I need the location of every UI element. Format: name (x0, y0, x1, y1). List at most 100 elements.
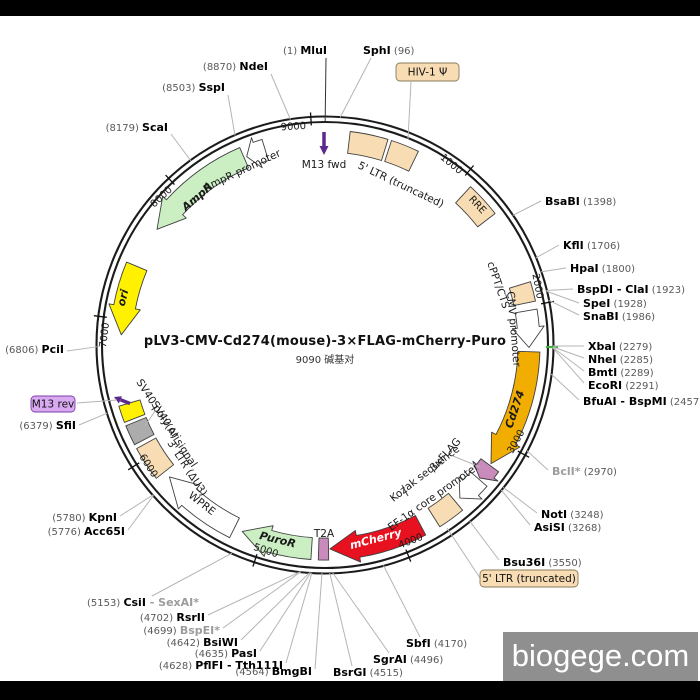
enzyme-leader-Bsu36I (469, 520, 500, 561)
feature-5ltr-mid (427, 492, 464, 528)
feature-3xflag (472, 458, 500, 482)
enzyme-label-SpeI: SpeI (1928) (583, 297, 647, 310)
enzyme-leader-KflI (535, 244, 560, 259)
enzyme-leader-EcoRI (552, 347, 585, 384)
enzyme-label-SfiI: (6379) SfiI (19, 419, 76, 432)
enzyme-leader-SnaBI (548, 299, 580, 316)
enzyme-leader-RsrII (207, 571, 301, 616)
tick-label-7000: 7000 (98, 322, 112, 349)
enzyme-label-XbaI: XbaI (2279) (588, 340, 652, 353)
feature-cppt-cts (508, 281, 536, 307)
enzyme-label-KpnI: (5780) KpnI (52, 511, 117, 524)
enzyme-leader-PciI (66, 346, 98, 352)
enzyme-leader-NheI (552, 346, 585, 359)
enzyme-leader-BclI (526, 450, 549, 471)
enzyme-leader-SgrAI (332, 572, 390, 654)
enzyme-label-Bsu36I: Bsu36I (3550) (503, 556, 582, 569)
enzyme-label-BmtI: BmtI (2289) (588, 366, 654, 379)
enzyme-label-SnaBI: SnaBI (1986) (583, 310, 655, 323)
tick-9000 (309, 112, 312, 126)
feature-ampr (156, 147, 249, 230)
5ltr-truncated-label: 5' LTR (truncated) (482, 573, 576, 585)
kozak-tick (401, 484, 409, 497)
feature-label-sv40-ori: SV40 ori (148, 399, 182, 443)
feature-wpre (168, 476, 240, 539)
enzyme-leader-BspEI (222, 571, 302, 629)
enzyme-label-PasI: (4635) PasI (195, 647, 257, 660)
tick-3000 (517, 450, 530, 458)
enzyme-label-BclI: BclI* (2970) (552, 465, 617, 478)
feature-rre (455, 186, 496, 228)
feature-label-m13-fwd: M13 fwd (302, 159, 347, 171)
enzyme-label-NheI: NheI (2285) (588, 353, 653, 366)
enzyme-label-KflI: KflI (1706) (563, 239, 620, 252)
enzyme-label-CsiI: (5153) CsiI - SexAI* (87, 596, 199, 609)
enzyme-label-BspDIClaI: BspDI - ClaI (1923) (577, 283, 685, 296)
enzyme-leader-SfiI (78, 412, 108, 426)
enzyme-label-EcoRI: EcoRI (2291) (588, 379, 659, 392)
feature-sv40-ori (125, 417, 155, 446)
enzyme-leader-BmgBI (314, 572, 323, 670)
tick-7000 (93, 315, 107, 318)
feature-t2a (317, 537, 330, 561)
enzyme-leader-HpaI (540, 267, 567, 273)
feature-puror (241, 525, 313, 560)
enzyme-leader-BsrGI (329, 572, 353, 667)
m13-rev-arrow-head (114, 396, 122, 404)
feature-cd274 (490, 350, 541, 465)
m13-rev-label-leader (76, 399, 118, 404)
feature-ori (108, 261, 148, 336)
enzyme-label-BsrGI: BsrGI (4515) (333, 666, 403, 679)
tick-label-1000: 1000 (438, 152, 465, 177)
enzyme-label-ScaI: (8179) ScaI (106, 121, 168, 134)
enzyme-leader-ScaI (170, 133, 192, 162)
enzyme-label-NotI: NotI (3248) (541, 508, 604, 521)
feature-ef1a-core-promoter (458, 471, 488, 500)
enzyme-label-BsaBI: BsaBI (1398) (545, 195, 616, 208)
feature-mcherry (329, 515, 427, 563)
enzyme-leader-Acc65I (127, 495, 154, 531)
enzyme-leader-NdeI (270, 73, 291, 120)
enzyme-label-SgrAI: SgrAI (4496) (373, 653, 443, 666)
letterbox-bar-bottom (0, 681, 700, 700)
enzyme-label-PciI: (6806) PciI (5, 343, 64, 356)
enzyme-leader-SbfI (382, 565, 421, 638)
enzyme-leader-PflFITth111I (285, 572, 313, 664)
enzyme-label-BfuAIBspMI: BfuAI - BspMI (2457) (583, 395, 700, 408)
enzyme-label-BmgBI: (4564) BmgBI (235, 665, 312, 678)
enzyme-leader-SphI (339, 57, 372, 118)
hiv1-psi-label-box (395, 62, 460, 82)
tick-label-2000: 2000 (529, 273, 545, 300)
enzyme-leader-BmtI (552, 347, 585, 372)
plasmid-ring-outer (95, 115, 555, 575)
enzyme-leader-BfuAIBspMI (550, 373, 580, 401)
enzyme-label-AsiSI: AsiSI (3268) (534, 521, 601, 534)
enzyme-leader-BsiWI (240, 572, 311, 641)
plasmid-ring-inner (100, 120, 550, 570)
tick-5000 (252, 554, 258, 567)
enzyme-label-SbfI: SbfI (4170) (406, 637, 467, 650)
enzyme-label-Acc65I: (5776) Acc65I (48, 525, 125, 538)
feature-5ltr-top (347, 131, 389, 161)
enzyme-label-BsiWI: (4642) BsiWI (167, 636, 238, 649)
m13-rev-arrow (119, 398, 131, 406)
tick-label-9000: 9000 (280, 121, 306, 134)
watermark: biogege.com (503, 632, 698, 681)
enzyme-leader-NotI (502, 486, 538, 514)
enzyme-label-SspI: (8503) SspI (162, 81, 225, 94)
m13-fwd-arrow-head (319, 146, 329, 155)
m13-rev-label: M13 rev (32, 399, 75, 411)
enzyme-leader-SspI (227, 94, 236, 136)
enzyme-label-PflFITth111I: (4628) PflFI - Tth111I (159, 659, 283, 672)
enzyme-leader-SpeI (546, 290, 580, 304)
enzyme-leader-BsaBI (512, 200, 542, 216)
enzyme-leader-BspDIClaI (546, 288, 574, 291)
letterbox-bar-top (0, 0, 700, 16)
feature-label-ori: ori (115, 288, 132, 308)
enzyme-label-NdeI: (8870) NdeI (203, 60, 268, 73)
feature-cmv-promoter (511, 308, 545, 348)
tick-8000 (165, 174, 175, 185)
hiv1-psi-label-leader (407, 81, 412, 140)
